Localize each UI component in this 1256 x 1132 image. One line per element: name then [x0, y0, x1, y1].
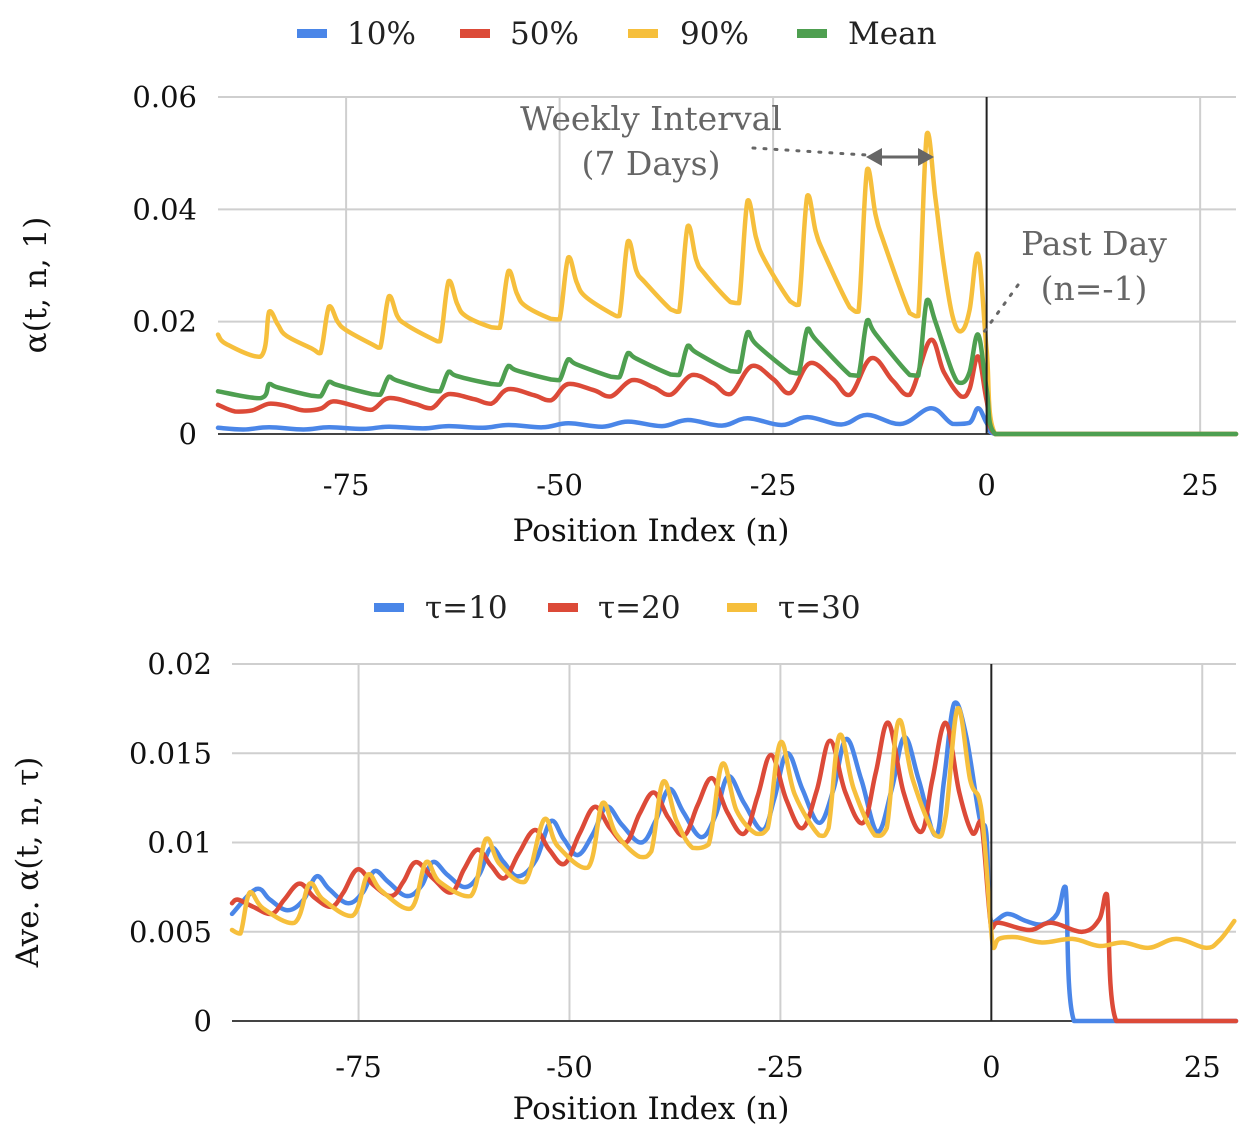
x-tick-label: -25	[750, 468, 797, 502]
y-axis-label: Ave. α(t, n, τ)	[10, 757, 46, 969]
series-line-50%	[215, 337, 1239, 437]
past-day-annotation: Past Day (n=-1)	[982, 224, 1167, 334]
annotation-weekly-interval: Weekly Interval	[520, 99, 782, 138]
legend-swatch	[374, 603, 404, 612]
x-axis-label: Position Index (n)	[513, 513, 790, 549]
x-tick-label: 0	[977, 468, 995, 502]
x-axis-label: Position Index (n)	[513, 1091, 790, 1127]
bottom-legend: τ=10 τ=20 τ=30	[374, 590, 861, 626]
legend-swatch	[628, 29, 658, 38]
series-line-Mean	[215, 297, 1239, 437]
double-arrow-icon	[866, 148, 934, 166]
legend-label: 10%	[347, 16, 416, 52]
series-line-τ=30	[229, 706, 1237, 951]
x-tick-label: 25	[1182, 468, 1219, 502]
x-tick-label: -50	[536, 468, 583, 502]
y-axis-label: α(t, n, 1)	[18, 217, 54, 354]
weekly-interval-annotation: Weekly Interval (7 Days)	[520, 99, 934, 183]
annotation-past-day: Past Day	[1021, 224, 1167, 263]
legend-swatch	[548, 603, 578, 612]
annotation-7-days: (7 Days)	[582, 144, 721, 183]
y-tick-label: 0.02	[132, 305, 197, 339]
legend-swatch	[297, 29, 327, 38]
x-tick-label: 25	[1184, 1050, 1221, 1084]
x-tick-label: -75	[335, 1050, 382, 1084]
x-tick-label: -50	[546, 1050, 593, 1084]
legend-swatch	[727, 603, 757, 612]
y-tick-label: 0.015	[129, 736, 212, 770]
legend-swatch	[797, 29, 827, 38]
legend-swatch	[460, 29, 490, 38]
x-tick-label: 0	[982, 1050, 1000, 1084]
y-tick-label: 0.06	[132, 80, 197, 114]
top-legend: 10% 50% 90% Mean	[297, 16, 937, 52]
y-tick-label: 0.02	[147, 647, 212, 681]
bottom-chart: 0 0.005 0.01 0.015 0.02 -75 -50 -25 0 25 τ=10 τ=20…	[10, 590, 1239, 1127]
legend-label: 50%	[510, 16, 579, 52]
x-tick-label: -75	[323, 468, 370, 502]
y-tick-label: 0.04	[132, 192, 197, 226]
x-tick-label: -25	[757, 1050, 804, 1084]
legend-label: τ=20	[598, 590, 681, 626]
series-line-τ=20	[229, 720, 1239, 1024]
legend-label: τ=30	[778, 590, 861, 626]
weekly-dotted-leader	[751, 146, 868, 157]
series-line-10%	[215, 405, 1239, 437]
top-chart: 00.020.040.06-75 -50 -25 0 25 10% 50% 90% Mean …	[18, 16, 1239, 549]
y-tick-label: 0	[179, 417, 197, 451]
legend-label: Mean	[848, 16, 937, 52]
legend-label: τ=10	[425, 590, 508, 626]
y-tick-label: 0.005	[129, 915, 212, 949]
series-line-90%	[215, 130, 1239, 437]
series-line-τ=10	[229, 700, 1239, 1024]
annotation-n-minus-1: (n=-1)	[1041, 269, 1148, 308]
past-day-dotted-leader	[982, 283, 1020, 334]
y-tick-label: 0.01	[147, 826, 212, 860]
y-tick-label: 0	[194, 1004, 212, 1038]
legend-label: 90%	[680, 16, 749, 52]
